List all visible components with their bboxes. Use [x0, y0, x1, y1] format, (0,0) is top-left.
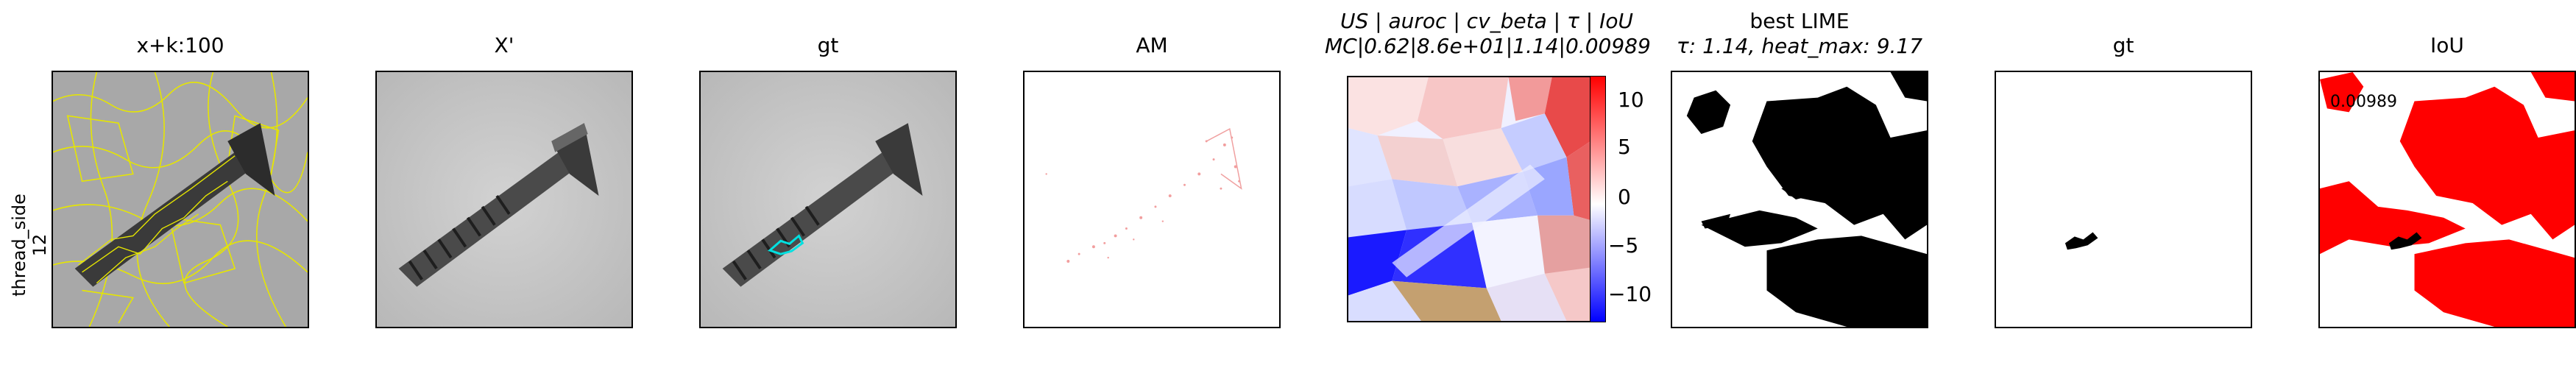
superpixel-image [52, 71, 309, 328]
lime-heatmap [1347, 76, 1601, 322]
panel-title-anomaly-map: AM [1136, 33, 1168, 57]
colorbar [1590, 76, 1606, 322]
panel-title-metrics: US | auroc | cv_beta | τ | IoU MC|0.62|8… [1325, 9, 1651, 59]
anomaly-map-image [1023, 71, 1281, 328]
screw-shape [74, 123, 275, 287]
lime-mask-regions [1686, 72, 1927, 327]
anomaly-speckles [1045, 136, 1241, 263]
iou-overlay: 0.00989 [2318, 71, 2576, 328]
input-image [375, 71, 633, 328]
ground-truth-image [699, 71, 957, 328]
best-lime-title: best LIME [1749, 9, 1850, 33]
panel-title-superpixels: x+k:100 [136, 33, 224, 57]
best-lime-mask [1671, 71, 1928, 328]
colorbar-tick-10: 10 [1618, 88, 1644, 112]
colorbar-tick-neg10: −10 [1608, 282, 1652, 306]
metrics-values: MC|0.62|8.6e+01|1.14|0.00989 [1325, 34, 1651, 58]
colorbar-tick-neg5: −5 [1608, 233, 1639, 258]
superpixel-svg [53, 72, 308, 327]
panel-title-gt-mask: gt [2112, 33, 2134, 57]
gt-defect-region [2064, 232, 2098, 250]
row-label: thread_side 12 [9, 186, 50, 304]
panel-title-iou: IoU [2430, 33, 2464, 57]
screw-shape [398, 123, 599, 287]
gt-mask [1995, 71, 2252, 328]
panel-title-ground-truth: gt [817, 33, 839, 57]
metrics-header: US | auroc | cv_beta | τ | IoU [1340, 9, 1633, 33]
screw-shape [722, 123, 923, 287]
colorbar-tick-5: 5 [1618, 135, 1631, 159]
gt-defect-contour [767, 234, 804, 255]
panel-title-input: X' [494, 33, 514, 57]
superpixel-boundaries [53, 72, 308, 327]
iou-prediction-regions [2320, 72, 2575, 327]
panel-title-best-lime: best LIME τ: 1.14, heat_max: 9.17 [1671, 9, 1928, 59]
colorbar-tick-0: 0 [1618, 185, 1631, 209]
iou-value-annotation: 0.00989 [2330, 93, 2397, 111]
iou-overlap-region [2388, 232, 2422, 250]
best-lime-params: τ: 1.14, heat_max: 9.17 [1676, 34, 1923, 58]
row-label-index: 12 [29, 233, 50, 257]
row-label-name: thread_side [9, 194, 29, 297]
